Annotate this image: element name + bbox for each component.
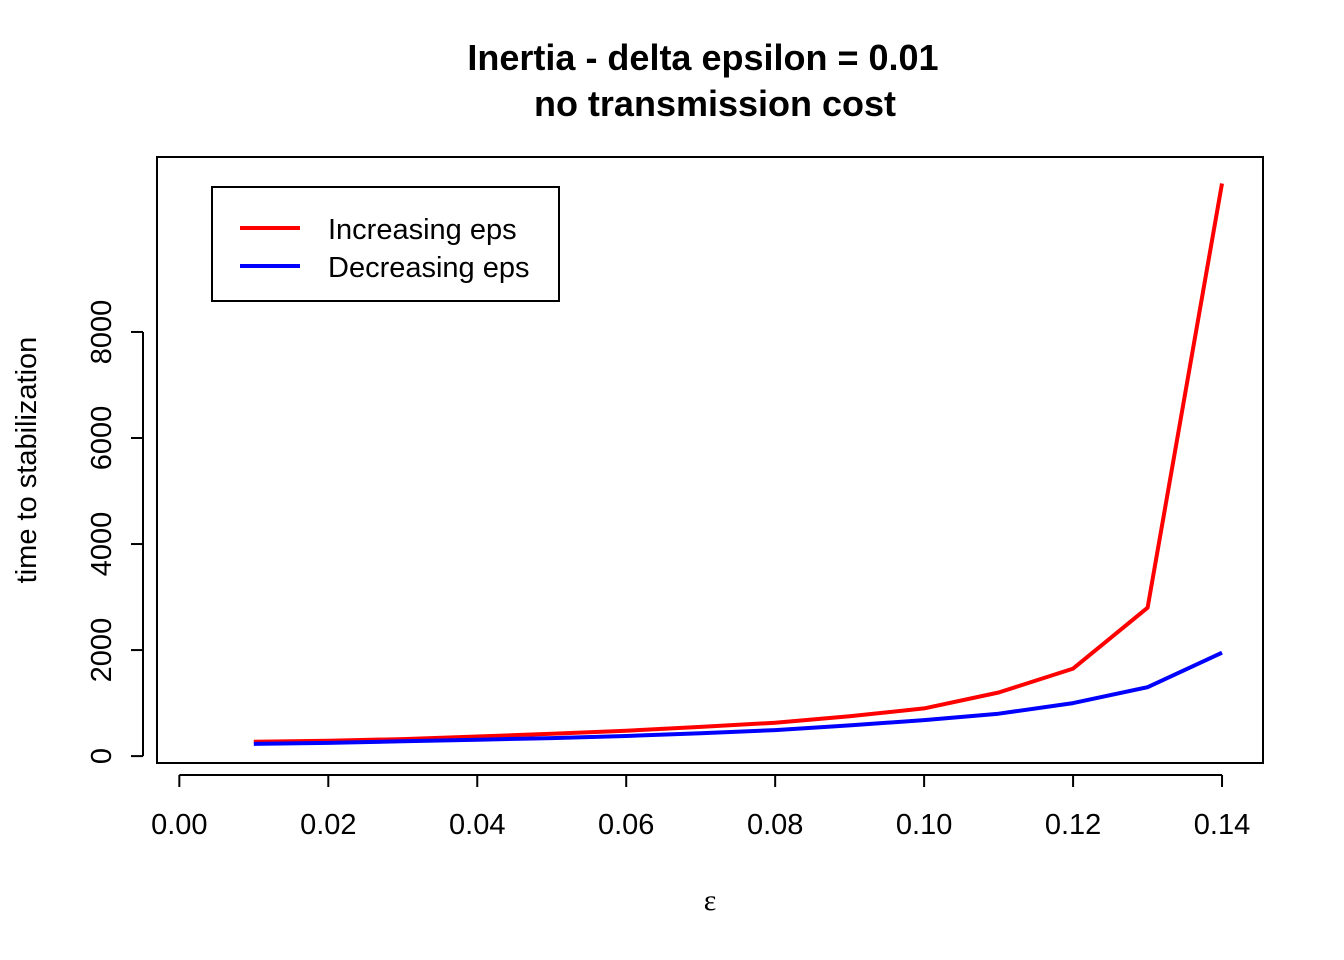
y-tick-label: 2000 bbox=[86, 618, 118, 683]
y-tick-label: 4000 bbox=[86, 512, 118, 577]
x-tick-label: 0.08 bbox=[747, 809, 803, 841]
x-axis-label: ε bbox=[704, 884, 717, 917]
x-tick-label: 0.00 bbox=[151, 809, 207, 841]
y-tick-label: 6000 bbox=[86, 406, 118, 471]
y-tick-label: 0 bbox=[86, 748, 118, 764]
chart-title: Inertia - delta epsilon = 0.01 bbox=[467, 37, 938, 78]
legend-label-increasing: Increasing eps bbox=[328, 214, 517, 246]
series-group bbox=[253, 183, 1224, 746]
legend-label-decreasing: Decreasing eps bbox=[328, 252, 530, 284]
x-tick-label: 0.02 bbox=[300, 809, 356, 841]
y-axis-label: time to stabilization bbox=[11, 337, 43, 584]
legend: Increasing eps Decreasing eps bbox=[211, 186, 560, 302]
y-axis: 0 2000 4000 6000 8000 bbox=[86, 300, 144, 764]
x-tick-label: 0.10 bbox=[896, 809, 952, 841]
series-line-increasing bbox=[253, 183, 1224, 744]
x-tick-label: 0.14 bbox=[1194, 809, 1250, 841]
x-axis: 0.00 0.02 0.04 0.06 0.08 0.10 0.12 0.14 bbox=[151, 774, 1250, 841]
series-line-decreasing bbox=[253, 650, 1223, 746]
chart-subtitle: no transmission cost bbox=[534, 83, 896, 124]
y-tick-label: 8000 bbox=[86, 300, 118, 365]
x-tick-label: 0.12 bbox=[1045, 809, 1101, 841]
legend-box bbox=[211, 186, 560, 302]
x-tick-label: 0.06 bbox=[598, 809, 654, 841]
plot-frame bbox=[156, 156, 1264, 764]
x-tick-label: 0.04 bbox=[449, 809, 505, 841]
